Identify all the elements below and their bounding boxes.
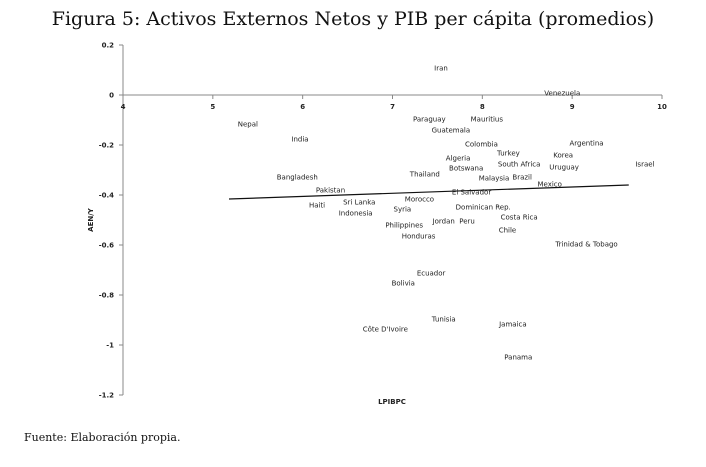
point-label: Philippines	[385, 222, 423, 230]
point-label: Paraguay	[413, 116, 446, 124]
x-tick-label: 4	[121, 103, 126, 111]
point-label: Turkey	[496, 150, 520, 158]
point-label: Sri Lanka	[343, 199, 375, 207]
point-label: Pakistan	[316, 187, 345, 195]
point-label: Ecuador	[417, 270, 446, 278]
point-label: Honduras	[402, 233, 436, 241]
x-tick-label: 10	[657, 103, 667, 111]
y-tick-label: 0	[109, 92, 114, 100]
point-label: Guatemala	[432, 127, 471, 135]
point-label: Iran	[434, 65, 448, 73]
point-label: Algeria	[446, 155, 471, 163]
x-tick-label: 9	[570, 103, 575, 111]
x-tick-label: 6	[300, 103, 305, 111]
point-label: Chile	[499, 227, 517, 235]
point-label: Argentina	[569, 140, 603, 148]
point-label: Bangladesh	[277, 174, 318, 182]
point-label: Jordan	[432, 218, 455, 226]
point-label: Costa Rica	[501, 214, 538, 222]
point-label: Thailand	[409, 171, 440, 179]
point-label: Colombia	[465, 141, 498, 149]
y-tick-label: -1	[106, 342, 114, 350]
y-tick-label: -0.2	[99, 142, 114, 150]
point-label: Dominican Rep.	[456, 204, 511, 212]
y-tick-label: -1.2	[99, 392, 114, 400]
point-label: South Africa	[498, 161, 541, 169]
x-axis-title: LPIBPC	[378, 398, 406, 406]
point-label: Indonesia	[339, 210, 373, 218]
point-label: Jamaica	[498, 321, 527, 329]
point-label: El Salvador	[452, 189, 491, 197]
point-label: Mauritius	[471, 116, 504, 124]
y-tick-label: 0.2	[102, 42, 115, 50]
point-label: India	[291, 136, 308, 144]
point-label: Peru	[459, 218, 475, 226]
point-label: Venezuela	[544, 90, 580, 98]
point-label: Israel	[635, 161, 654, 169]
point-label: Nepal	[238, 121, 258, 129]
x-tick-label: 5	[210, 103, 215, 111]
point-label: Panama	[504, 354, 532, 362]
point-label: Mexico	[537, 181, 561, 189]
source-note: Fuente: Elaboración propia.	[24, 431, 181, 444]
point-label: Syria	[394, 206, 412, 214]
point-label: Malaysia	[479, 175, 510, 183]
y-tick-label: -0.6	[99, 242, 114, 250]
chart-title: Figura 5: Activos Externos Netos y PIB p…	[51, 8, 655, 30]
point-label: Korea	[553, 152, 573, 160]
y-tick-label: -0.8	[99, 292, 114, 300]
point-label: Brazil	[512, 174, 532, 182]
point-label: Côte D'Ivoire	[363, 326, 408, 334]
point-label: Uruguay	[549, 164, 579, 172]
point-label: Morocco	[405, 196, 434, 204]
x-tick-label: 7	[390, 103, 395, 111]
x-tick-label: 8	[480, 103, 485, 111]
trend-line	[228, 184, 629, 200]
point-label: Haiti	[309, 202, 325, 210]
y-axis-title: AEN/Y	[87, 207, 95, 232]
y-tick-label: -0.4	[99, 192, 114, 200]
point-label: Botswana	[449, 165, 483, 173]
point-label: Trinidad & Tobago	[554, 241, 617, 249]
point-label: Tunisia	[431, 316, 456, 324]
point-label: Bolivia	[392, 280, 415, 288]
